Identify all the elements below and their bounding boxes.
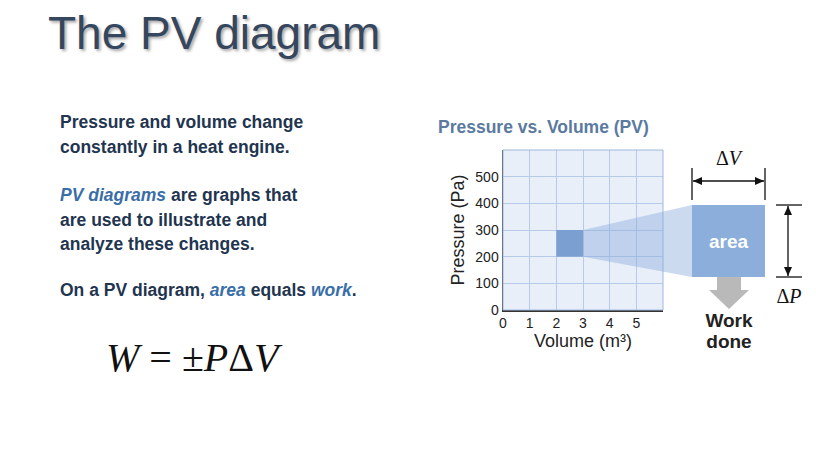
svg-text:3: 3 (579, 315, 587, 331)
svg-text:200: 200 (475, 249, 499, 265)
html-text:are used to illustrate and: are used to illustrate and (60, 209, 268, 230)
svg-text:300: 300 (475, 222, 499, 238)
svg-text:area: area (709, 231, 749, 252)
svg-text:5: 5 (632, 315, 640, 331)
svg-text:500: 500 (475, 169, 499, 185)
svg-text:ΔV: ΔV (716, 147, 744, 169)
svg-text:0: 0 (499, 315, 507, 331)
html-text:W = ± P Δ V: W = ± P Δ V (106, 335, 279, 380)
svg-text:Work: Work (705, 310, 753, 331)
svg-text:Pressure vs. Volume (PV): Pressure vs. Volume (PV) (438, 117, 649, 137)
svg-text:100: 100 (475, 275, 499, 291)
svg-text:ΔP: ΔP (776, 285, 801, 307)
svg-text:1: 1 (526, 315, 534, 331)
html-text:Pressure and volume change: Pressure and volume change (60, 112, 304, 132)
svg-text:0: 0 (491, 302, 499, 318)
html-text:The PV diagram: The PV diagram (48, 7, 381, 59)
html-text:constantly in a heat engine.: constantly in a heat engine. (60, 136, 290, 157)
svg-text:Volume (m³): Volume (m³) (534, 331, 632, 351)
svg-text:400: 400 (475, 195, 499, 211)
svg-text:4: 4 (606, 315, 614, 331)
html-text:On a PV diagram, area equals w: On a PV diagram, area equals work. (60, 280, 357, 300)
html-text:PV diagrams are graphs that: PV diagrams are graphs that (60, 185, 298, 205)
html-text:analyze these changes.: analyze these changes. (60, 234, 255, 254)
svg-text:done: done (706, 331, 751, 352)
svg-text:2: 2 (552, 315, 560, 331)
svg-text:Pressure (Pa): Pressure (Pa) (448, 174, 468, 285)
